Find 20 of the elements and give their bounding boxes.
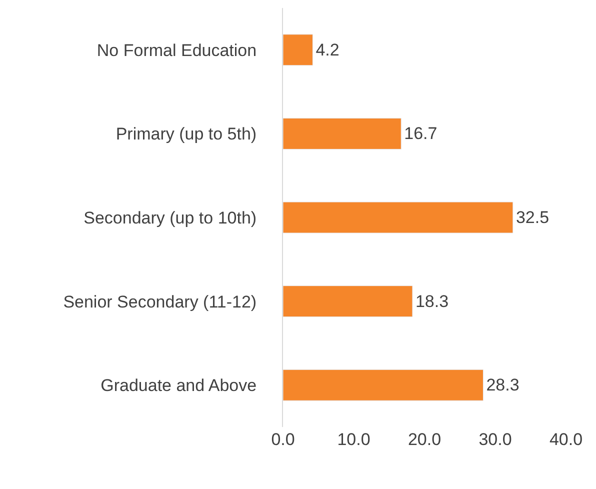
x-tick-label: 20.0 <box>408 430 442 449</box>
bar <box>283 118 402 150</box>
x-tick-label: 0.0 <box>271 430 295 449</box>
y-tick-label: Senior Secondary (11-12) <box>63 292 257 312</box>
y-tick-label: Graduate and Above <box>100 376 257 396</box>
data-label: 18.3 <box>415 292 449 311</box>
bar <box>283 369 484 401</box>
y-tick-label: Secondary (up to 10th) <box>84 208 257 228</box>
data-label: 28.3 <box>486 376 520 395</box>
bar <box>283 34 313 66</box>
y-tick-label: No Formal Education <box>96 40 257 60</box>
x-tick-label: 30.0 <box>478 430 512 449</box>
bar <box>283 202 514 234</box>
data-label: 32.5 <box>516 208 550 227</box>
data-label: 16.7 <box>404 124 438 144</box>
x-tick-label: 10.0 <box>337 430 370 449</box>
bar <box>283 286 413 318</box>
y-tick-label: Primary (up to 5th) <box>116 124 257 144</box>
x-tick-label: 40.0 <box>549 430 583 449</box>
data-label: 4.2 <box>316 40 340 60</box>
